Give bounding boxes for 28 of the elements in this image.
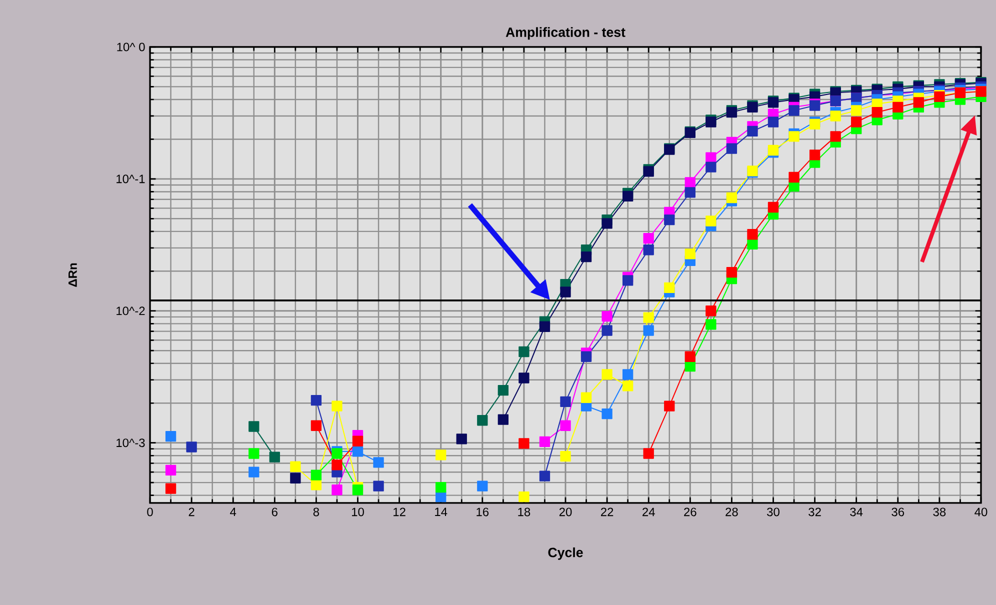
x-tick-label: 32 (808, 508, 821, 516)
x-tick-label: 4 (230, 508, 236, 516)
x-tick-label: 24 (642, 508, 655, 516)
y-tick-label: 10^-1 (116, 174, 145, 184)
x-tick-label: 10 (352, 508, 364, 516)
x-tick-label: 6 (272, 508, 278, 516)
chart-title: Amplification - test (506, 27, 626, 40)
x-tick-label: 8 (313, 508, 320, 516)
x-tick-label: 26 (684, 508, 696, 516)
x-tick-label: 22 (600, 508, 614, 516)
x-tick-label: 34 (850, 508, 863, 516)
x-tick-label: 2 (188, 508, 194, 516)
x-axis-title: Cycle (548, 547, 583, 560)
x-tick-label: 38 (933, 508, 946, 516)
x-tick-label: 18 (518, 508, 530, 516)
x-tick-label: 14 (435, 508, 448, 516)
x-tick-label: 40 (974, 508, 988, 516)
x-tick-label: 0 (147, 508, 153, 516)
y-tick-label: 10^-2 (116, 306, 145, 315)
x-tick-label: 36 (892, 508, 904, 516)
y-axis-title: ΔRn (68, 263, 77, 287)
x-tick-label: 16 (476, 508, 489, 516)
x-tick-label: 28 (726, 508, 738, 516)
x-tick-label: 12 (394, 508, 406, 516)
y-tick-label: 10^ 0 (117, 42, 145, 52)
x-tick-label: 20 (559, 508, 572, 516)
x-tick-label: 30 (767, 508, 780, 516)
y-tick-label: 10^-3 (116, 438, 145, 447)
